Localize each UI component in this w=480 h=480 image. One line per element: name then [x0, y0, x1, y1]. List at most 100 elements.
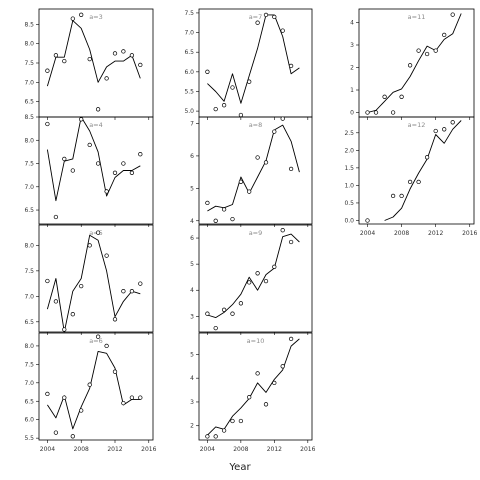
data-point [205, 200, 210, 206]
panel-title: a=9 [249, 229, 263, 237]
panel-frame [198, 332, 313, 441]
data-point [399, 193, 404, 199]
data-point [70, 312, 75, 317]
data-point [45, 121, 50, 127]
data-point [450, 12, 455, 17]
data-point [433, 128, 438, 134]
fitted-line [46, 116, 141, 202]
facet-panel-a-5: a=56.57.07.58.0 [24, 224, 154, 335]
y-tick-label: 1.5 [344, 165, 354, 172]
data-point [112, 317, 118, 322]
y-tick-label: 4 [190, 218, 194, 225]
y-tick-label: 5.0 [184, 108, 194, 115]
y-tick-label: 6.0 [24, 417, 34, 424]
x-tick-label: 2004 [200, 446, 215, 453]
panel-title: a=6 [89, 337, 103, 345]
data-point [112, 369, 118, 374]
data-point [263, 12, 269, 18]
data-point [95, 334, 101, 339]
y-tick-label: 4 [190, 287, 194, 294]
data-point [87, 142, 92, 148]
fitted-line [207, 338, 300, 436]
data-point [112, 51, 118, 56]
data-point [255, 271, 260, 276]
facet-panel-a-6: a=6 5.5 6.0 6.5 7.0 7.5 8.0 2004 2008 2012 2016 [24, 332, 157, 453]
data-point [288, 166, 294, 172]
facet-panel-a-8: a=8 4 5 6 7 [190, 116, 313, 227]
data-point [221, 307, 227, 312]
data-point [129, 170, 135, 175]
y-tick-label: 7.5 [24, 268, 34, 275]
data-point [70, 16, 75, 21]
data-point [45, 68, 50, 73]
data-point [230, 418, 235, 424]
panel-title: a=11 [408, 13, 426, 21]
data-point [62, 156, 67, 162]
data-point [255, 371, 260, 376]
y-tick-label: 0 [350, 110, 354, 117]
facet-panels: a=36.57.07.58.08.5a=46.57.07.58.08.5a=56… [24, 8, 478, 453]
y-tick-label: 2.0 [344, 147, 354, 154]
panel-title: a=10 [247, 337, 265, 345]
y-tick-label: 6.5 [24, 398, 34, 405]
data-point [104, 76, 109, 81]
y-tick-label: 7.0 [24, 380, 34, 387]
y-tick-label: 6.0 [184, 69, 194, 76]
data-point [247, 395, 252, 400]
fitted-line [207, 14, 300, 104]
data-point [390, 193, 396, 199]
y-tick-label: 5.5 [184, 88, 194, 95]
data-point [238, 301, 244, 306]
data-point [221, 428, 227, 433]
data-point [112, 170, 118, 175]
data-point [442, 127, 447, 132]
y-tick-label: 7.0 [24, 79, 34, 86]
data-point [280, 228, 285, 233]
y-tick-label: 0.5 [344, 200, 354, 207]
y-tick-label: 8.5 [24, 21, 34, 28]
data-point [53, 53, 59, 58]
panel-frame [198, 8, 313, 118]
y-tick-label: 6 [190, 153, 194, 160]
data-point [255, 155, 260, 160]
data-point [288, 336, 294, 342]
y-tick-label: 4 [350, 20, 354, 27]
fitted-line [46, 20, 141, 87]
y-tick-label: 7.5 [24, 361, 34, 368]
data-point [450, 120, 455, 125]
y-tick-label: 3 [190, 313, 194, 320]
y-tick-label: 3 [190, 399, 194, 406]
fitted-line [384, 120, 462, 221]
data-point [138, 152, 143, 157]
data-point [365, 218, 370, 223]
y-tick-label: 6.5 [24, 99, 34, 106]
y-tick-label: 1 [350, 87, 354, 94]
y-tick-label: 8.5 [24, 114, 34, 121]
data-point [87, 382, 92, 387]
panel-frame [198, 116, 313, 225]
facet-panel-a-11: a=11 0 1 2 3 4 [350, 8, 475, 120]
y-tick-label: 7.0 [24, 293, 34, 300]
x-tick-label: 2012 [428, 230, 443, 237]
data-point [129, 53, 135, 58]
data-point [238, 179, 244, 184]
data-point [280, 116, 285, 121]
data-point [79, 283, 84, 289]
data-point [95, 107, 101, 112]
y-tick-label: 8.0 [24, 242, 34, 249]
panel-frame [38, 332, 154, 441]
data-point [213, 218, 218, 223]
data-point [247, 280, 252, 285]
y-tick-label: 5 [190, 185, 194, 192]
panel-frame [38, 224, 154, 333]
data-point [62, 395, 67, 400]
data-point [104, 343, 109, 349]
y-tick-label: 0.0 [344, 217, 354, 224]
fitted-line [207, 124, 300, 212]
data-point [424, 155, 430, 160]
data-point [442, 32, 447, 38]
data-point [263, 160, 269, 165]
data-point [62, 58, 67, 64]
y-tick-label: 6 [190, 235, 194, 242]
